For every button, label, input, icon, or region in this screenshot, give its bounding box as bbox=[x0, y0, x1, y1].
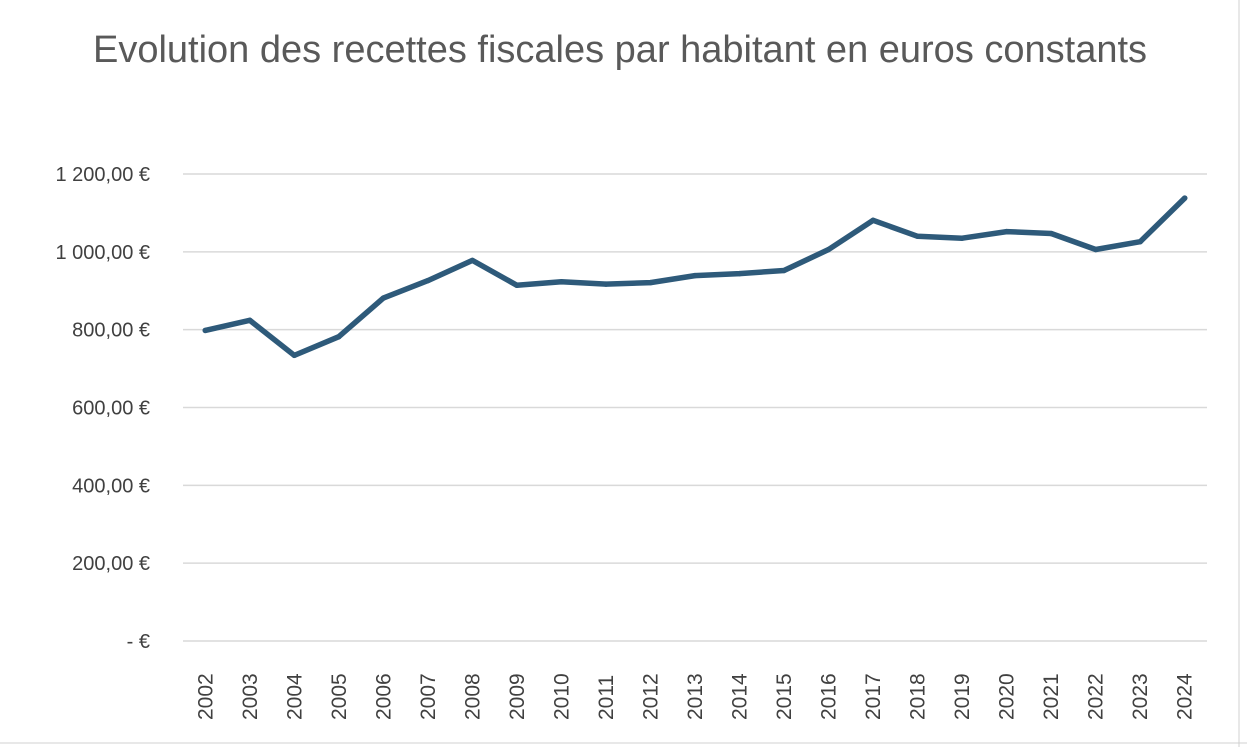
x-tick-label: 2020 bbox=[996, 673, 1019, 720]
data-point bbox=[291, 352, 298, 359]
data-point bbox=[959, 235, 965, 241]
x-tick-label: 2013 bbox=[684, 673, 707, 720]
data-point bbox=[736, 270, 743, 277]
data-point bbox=[1137, 239, 1143, 245]
data-point bbox=[1092, 246, 1099, 253]
data-point bbox=[647, 279, 654, 286]
y-tick-label: 600,00 € bbox=[72, 398, 150, 420]
y-tick-label: 200,00 € bbox=[72, 553, 150, 575]
data-point bbox=[202, 327, 208, 334]
y-tick-label: - € bbox=[127, 631, 150, 653]
x-tick-label: 2007 bbox=[417, 673, 440, 720]
data-point bbox=[247, 317, 253, 324]
data-point bbox=[603, 281, 609, 287]
x-tick-label: 2008 bbox=[461, 673, 484, 720]
y-tick-label: 400,00 € bbox=[72, 475, 150, 497]
x-tick-label: 2005 bbox=[328, 673, 351, 720]
series-marks bbox=[202, 195, 1188, 359]
x-tick-label: 2018 bbox=[907, 673, 930, 720]
data-point bbox=[469, 257, 476, 264]
y-tick-label: 1 000,00 € bbox=[55, 242, 150, 264]
data-point bbox=[514, 282, 520, 289]
x-tick-label: 2024 bbox=[1174, 673, 1197, 720]
y-tick-label: 800,00 € bbox=[72, 320, 150, 342]
x-tick-label: 2003 bbox=[239, 673, 262, 720]
x-tick-label: 2016 bbox=[818, 673, 841, 720]
x-tick-label: 2004 bbox=[283, 673, 306, 720]
data-point bbox=[781, 267, 787, 274]
x-tick-label: 2002 bbox=[194, 673, 217, 720]
data-point bbox=[870, 217, 876, 224]
data-point bbox=[425, 277, 431, 284]
x-tick-label: 2015 bbox=[773, 673, 796, 720]
x-tick-label: 2014 bbox=[729, 673, 752, 720]
data-point bbox=[825, 246, 832, 253]
x-tick-label: 2022 bbox=[1085, 673, 1108, 720]
data-point bbox=[692, 272, 698, 279]
data-point bbox=[1003, 228, 1010, 235]
data-point bbox=[1048, 230, 1054, 237]
y-axis-ticks: 1 200,00 € 1 000,00 € 800,00 € 600,00 € 400,… bbox=[55, 164, 150, 653]
x-tick-label: 2012 bbox=[639, 673, 662, 720]
x-tick-label: 2021 bbox=[1040, 673, 1063, 720]
data-point bbox=[380, 295, 387, 301]
chart-title: Evolution des recettes fiscales par habi… bbox=[92, 29, 1148, 71]
x-tick-label: 2009 bbox=[506, 673, 529, 720]
data-point bbox=[1182, 195, 1188, 201]
data-point bbox=[336, 333, 342, 340]
x-tick-label: 2023 bbox=[1129, 673, 1152, 720]
data-point bbox=[914, 233, 921, 239]
x-tick-label: 2011 bbox=[595, 675, 618, 720]
gridlines bbox=[183, 173, 1207, 642]
x-tick-label: 2010 bbox=[550, 673, 573, 720]
x-axis-ticks: 2002 2003 2004 2005 2006 2007 2008 2009 2010 2011… bbox=[194, 673, 1196, 720]
x-tick-label: 2006 bbox=[372, 673, 395, 720]
x-tick-label: 2019 bbox=[951, 673, 974, 720]
y-tick-label: 1 200,00 € bbox=[55, 164, 150, 186]
x-tick-label: 2017 bbox=[862, 673, 885, 720]
data-point bbox=[558, 279, 565, 285]
